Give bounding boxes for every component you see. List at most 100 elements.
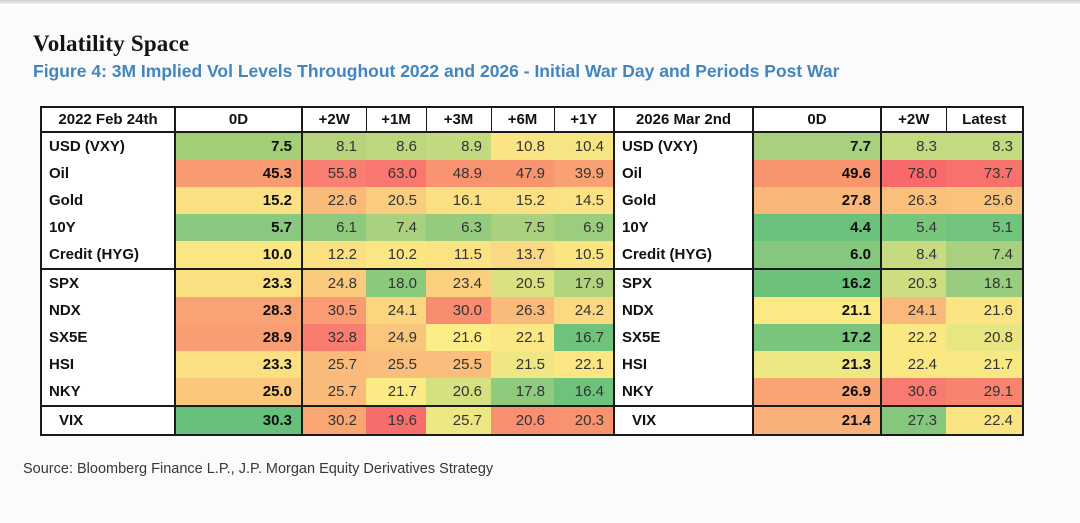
row-label: NDX [613, 297, 753, 324]
column-header: Latest [945, 107, 1023, 133]
heatmap-cell: 8.6 [366, 132, 426, 160]
heatmap-cell: 20.5 [366, 187, 426, 214]
heatmap-cell: 25.5 [426, 351, 491, 378]
row-label: SX5E [41, 324, 175, 351]
heatmap-cell: 18.1 [946, 268, 1023, 297]
column-header: +2W [301, 107, 366, 133]
row-label: Gold [41, 187, 175, 214]
column-header: +1M [365, 107, 426, 133]
heatmap-cell: 24.1 [366, 297, 426, 324]
heatmap-cell: 23.3 [174, 268, 302, 297]
table-row: SPX 23.3 24.8 18.0 23.4 20.5 17.9 SPX 16.2 20.3 18… [41, 268, 1023, 297]
heatmap-cell: 20.3 [554, 405, 614, 435]
heatmap-cell: 28.9 [174, 324, 302, 351]
heatmap-cell: 8.9 [426, 132, 491, 160]
heatmap-cell: 49.6 [752, 160, 881, 187]
heatmap-cell: 30.3 [174, 405, 302, 435]
row-label: VIX [613, 405, 753, 435]
page-title: Volatility Space [33, 31, 190, 56]
heatmap-cell: 7.4 [366, 214, 426, 241]
heatmap-cell: 26.3 [880, 187, 946, 214]
heatmap-cell: 4.4 [752, 214, 881, 241]
column-header: +2W [880, 107, 946, 133]
heatmap-cell: 8.1 [301, 132, 366, 160]
heatmap-cell: 20.3 [880, 268, 946, 297]
heatmap-cell: 16.7 [554, 324, 614, 351]
row-label: SPX [41, 268, 175, 297]
table-row: NKY 25.0 25.7 21.7 20.6 17.8 16.4 NKY 26.9 30.6 29… [41, 378, 1023, 406]
heatmap-cell: 20.5 [491, 268, 554, 297]
heatmap-cell: 24.1 [880, 297, 946, 324]
heatmap-cell: 16.2 [752, 268, 881, 297]
heatmap-cell: 5.4 [880, 214, 946, 241]
heatmap-cell: 48.9 [426, 160, 491, 187]
heatmap-cell: 21.4 [752, 405, 881, 435]
column-header: 2026 Mar 2nd [613, 107, 753, 133]
heatmap-cell: 30.2 [301, 405, 366, 435]
window-top-edge [0, 0, 1080, 4]
column-header: +3M [425, 107, 491, 133]
heatmap-cell: 28.3 [174, 297, 302, 324]
heatmap-cell: 8.3 [880, 132, 946, 160]
heatmap-cell: 10.5 [554, 241, 614, 269]
heatmap-cell: 21.7 [946, 351, 1023, 378]
heatmap-cell: 6.3 [426, 214, 491, 241]
heatmap-cell: 16.4 [554, 378, 614, 406]
vol-heatmap-table: 2022 Feb 24th 0D +2W +1M +3M +6M +1Y 2026 Mar 2… [40, 106, 1024, 436]
heatmap-cell: 22.4 [946, 405, 1023, 435]
heatmap-cell: 63.0 [366, 160, 426, 187]
heatmap-cell: 14.5 [554, 187, 614, 214]
heatmap-cell: 22.2 [880, 324, 946, 351]
heatmap-cell: 11.5 [426, 241, 491, 269]
table-row: NDX 28.3 30.5 24.1 30.0 26.3 24.2 NDX 21.1 24.1 21… [41, 297, 1023, 324]
row-label: Credit (HYG) [41, 241, 175, 269]
heatmap-cell: 10.4 [554, 132, 614, 160]
heatmap-cell: 10.2 [366, 241, 426, 269]
row-label: SX5E [613, 324, 753, 351]
heatmap-cell: 30.6 [880, 378, 946, 406]
table-row: USD (VXY) 7.5 8.1 8.6 8.9 10.8 10.4 USD (VXY) 7.… [41, 132, 1023, 160]
column-header: 0D [752, 107, 881, 133]
column-header: +1Y [553, 107, 614, 133]
row-label: Oil [613, 160, 753, 187]
table-row: Credit (HYG) 10.0 12.2 10.2 11.5 13.7 10.5 Cred… [41, 241, 1023, 269]
heatmap-cell: 7.5 [491, 214, 554, 241]
heatmap-cell: 21.5 [491, 351, 554, 378]
heatmap-cell: 25.6 [946, 187, 1023, 214]
heatmap-cell: 78.0 [880, 160, 946, 187]
row-label: NKY [41, 378, 175, 406]
heatmap-cell: 6.9 [554, 214, 614, 241]
row-label: SPX [613, 268, 753, 297]
heatmap-cell: 25.7 [301, 351, 366, 378]
heatmap-cell: 45.3 [174, 160, 302, 187]
table-row: Oil 45.3 55.8 63.0 48.9 47.9 39.9 Oil 49.6 78.0 73… [41, 160, 1023, 187]
heatmap-cell: 25.0 [174, 378, 302, 406]
figure-title: Figure 4: 3M Implied Vol Levels Througho… [33, 61, 840, 81]
heatmap-cell: 23.3 [174, 351, 302, 378]
heatmap-cell: 17.8 [491, 378, 554, 406]
row-label: USD (VXY) [41, 132, 175, 160]
row-label: 10Y [613, 214, 753, 241]
heatmap-cell: 24.8 [301, 268, 366, 297]
heatmap-cell: 7.7 [752, 132, 881, 160]
heatmap-cell: 24.9 [366, 324, 426, 351]
heatmap-cell: 32.8 [301, 324, 366, 351]
heatmap-cell: 22.1 [491, 324, 554, 351]
column-header: +6M [490, 107, 554, 133]
table-row: SX5E 28.9 32.8 24.9 21.6 22.1 16.7 SX5E 17.2 22.2… [41, 324, 1023, 351]
column-header: 2022 Feb 24th [41, 107, 175, 133]
heatmap-cell: 5.7 [174, 214, 302, 241]
heatmap-cell: 73.7 [946, 160, 1023, 187]
heatmap-cell: 27.3 [880, 405, 946, 435]
heatmap-cell: 27.8 [752, 187, 881, 214]
heatmap-cell: 30.0 [426, 297, 491, 324]
table-row: Gold 15.2 22.6 20.5 16.1 15.2 14.5 Gold 27.8 26.3… [41, 187, 1023, 214]
heatmap-cell: 55.8 [301, 160, 366, 187]
row-label: VIX [41, 405, 175, 435]
heatmap-cell: 7.4 [946, 241, 1023, 269]
heatmap-cell: 16.1 [426, 187, 491, 214]
heatmap-cell: 24.2 [554, 297, 614, 324]
heatmap-cell: 20.6 [426, 378, 491, 406]
heatmap-cell: 5.1 [946, 214, 1023, 241]
column-header: 0D [174, 107, 302, 133]
